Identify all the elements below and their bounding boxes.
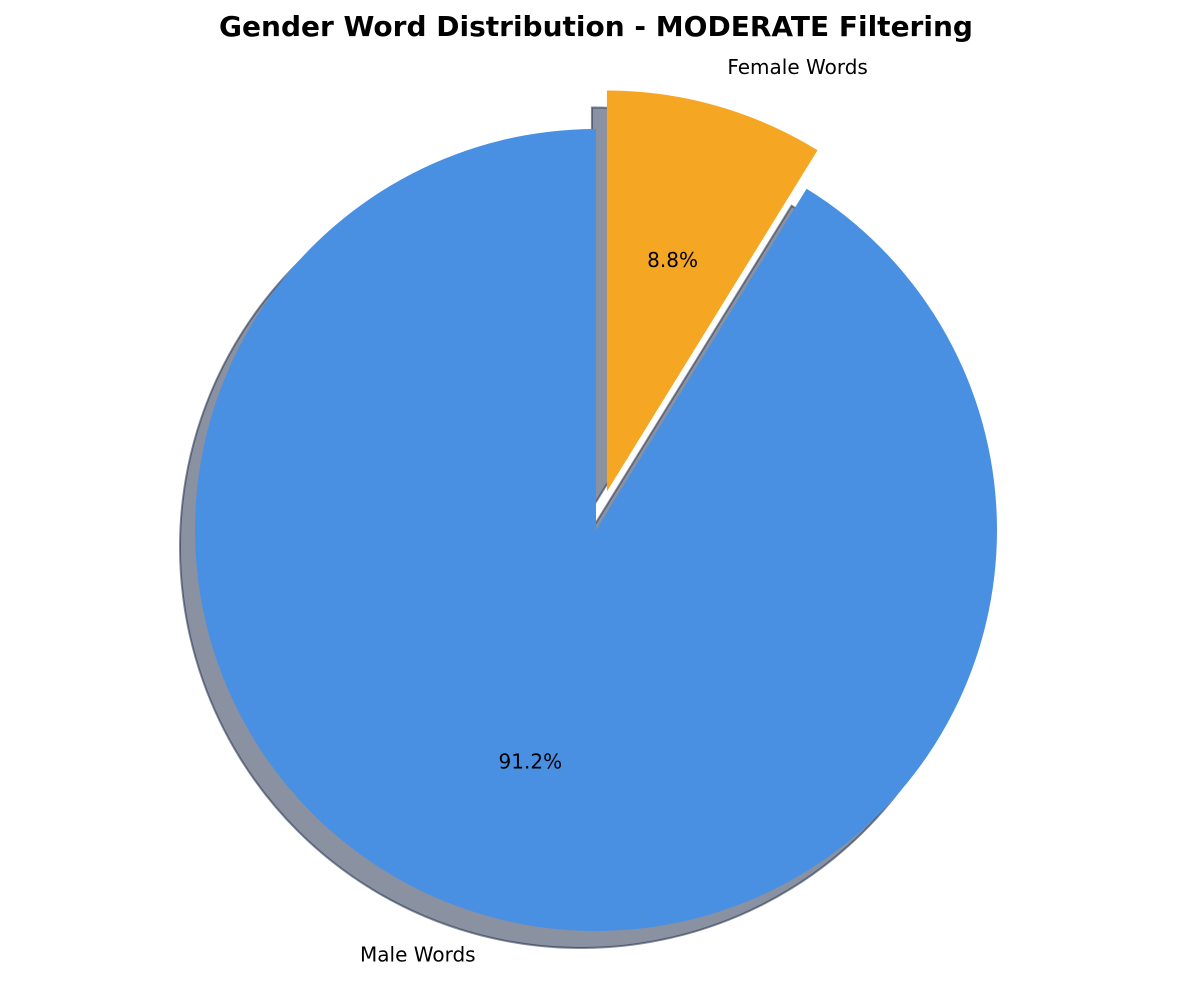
slice-layer (195, 90, 998, 931)
chart-title: Gender Word Distribution - MODERATE Filt… (219, 10, 973, 43)
label-layer: Female Words 8.8% Male Words 91.2% (360, 55, 868, 966)
pie-slice-male-words (195, 129, 998, 931)
pie-slice-female-words (606, 90, 818, 492)
slice-percent-male-words: 91.2% (499, 749, 563, 773)
slice-label-male-words: Male Words (360, 942, 476, 966)
slice-percent-female-words: 8.8% (647, 248, 698, 272)
slice-label-female-words: Female Words (727, 55, 868, 79)
